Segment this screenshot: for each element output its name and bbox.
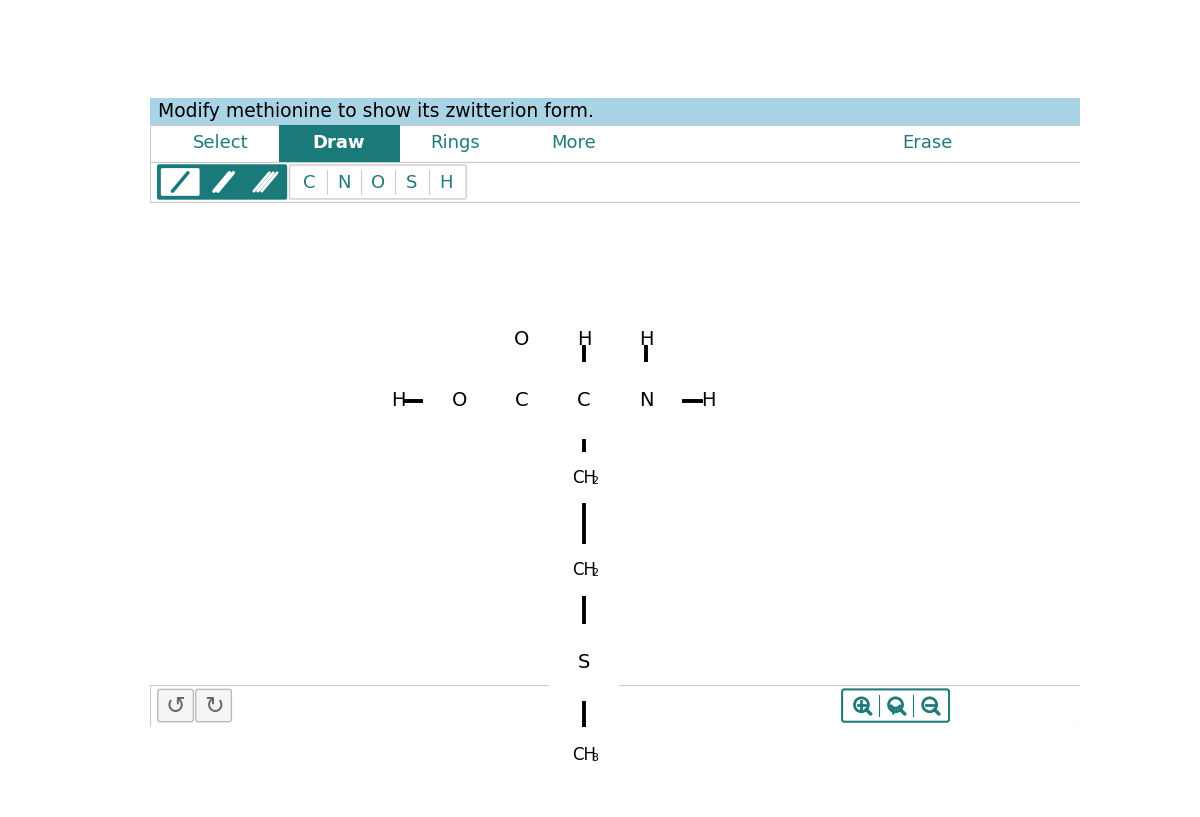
Text: S: S [578,653,590,672]
Text: CH: CH [572,746,596,764]
FancyBboxPatch shape [150,162,1080,202]
Text: S: S [407,174,418,192]
Text: H: H [439,174,452,192]
FancyBboxPatch shape [150,98,1080,125]
Text: ↺: ↺ [166,694,186,717]
FancyBboxPatch shape [150,685,1080,727]
Text: H: H [638,329,653,349]
Text: H: H [391,391,406,410]
Text: CH: CH [572,469,596,487]
Text: Erase: Erase [902,135,953,153]
Text: 3: 3 [590,753,598,763]
Text: C: C [577,391,590,410]
FancyBboxPatch shape [157,690,193,721]
Text: N: N [337,174,350,192]
Text: CH: CH [572,561,596,579]
Text: ↻: ↻ [204,694,223,717]
Text: O: O [452,391,468,410]
Text: Draw: Draw [313,135,365,153]
FancyBboxPatch shape [842,690,949,721]
Text: Rings: Rings [431,135,480,153]
Text: Modify methionine to show its zwitterion form.: Modify methionine to show its zwitterion… [157,102,594,121]
FancyBboxPatch shape [196,690,232,721]
Text: H: H [577,329,592,349]
FancyBboxPatch shape [150,125,1080,162]
Text: O: O [371,174,385,192]
Text: 2: 2 [590,475,598,486]
Text: O: O [515,329,529,349]
Text: N: N [638,391,653,410]
Text: H: H [701,391,715,410]
Text: C: C [515,391,529,410]
FancyBboxPatch shape [289,165,466,199]
Text: 2: 2 [590,568,598,578]
FancyBboxPatch shape [161,168,199,196]
FancyBboxPatch shape [280,125,400,162]
Text: More: More [552,135,596,153]
Text: Select: Select [193,135,248,153]
Text: C: C [304,174,316,192]
FancyBboxPatch shape [157,164,287,199]
